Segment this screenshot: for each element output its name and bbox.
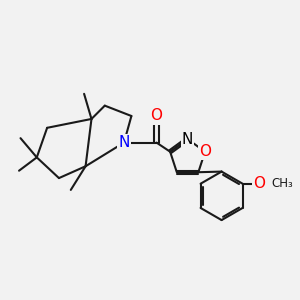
Text: O: O [199,144,211,159]
Text: CH₃: CH₃ [271,177,293,190]
Text: N: N [118,135,130,150]
Text: N: N [182,132,193,147]
Text: O: O [253,176,265,191]
Text: O: O [151,109,163,124]
